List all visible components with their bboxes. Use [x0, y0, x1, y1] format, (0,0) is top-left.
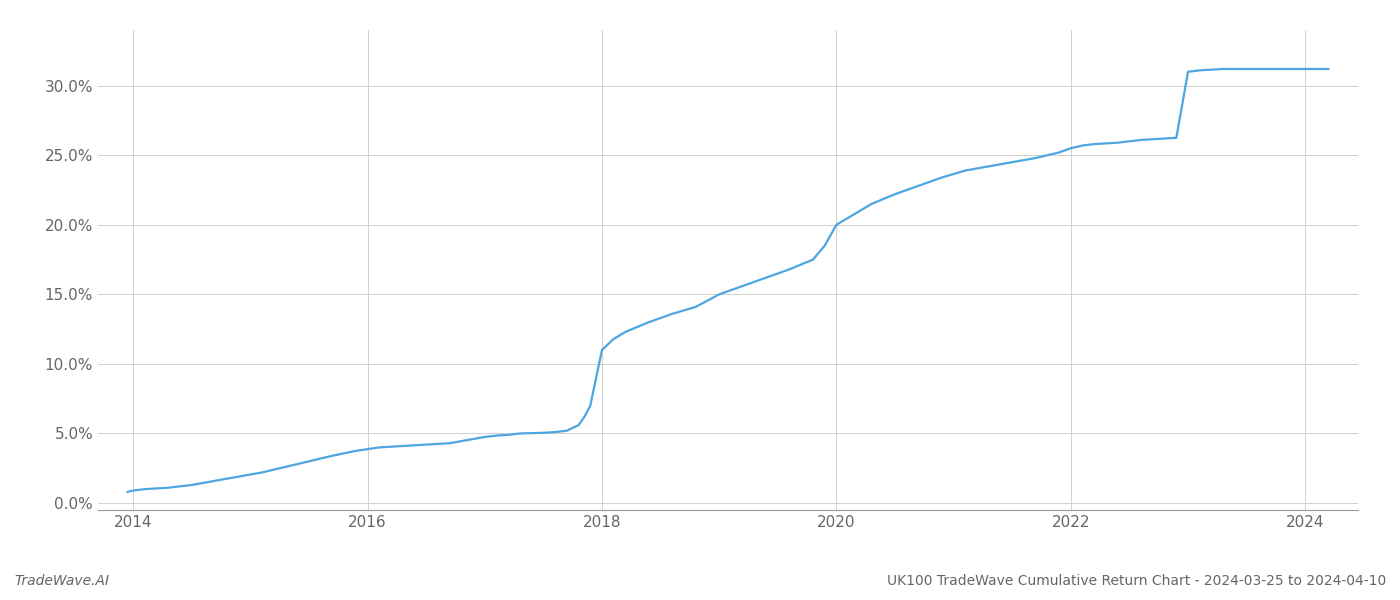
Text: TradeWave.AI: TradeWave.AI [14, 574, 109, 588]
Text: UK100 TradeWave Cumulative Return Chart - 2024-03-25 to 2024-04-10: UK100 TradeWave Cumulative Return Chart … [886, 574, 1386, 588]
